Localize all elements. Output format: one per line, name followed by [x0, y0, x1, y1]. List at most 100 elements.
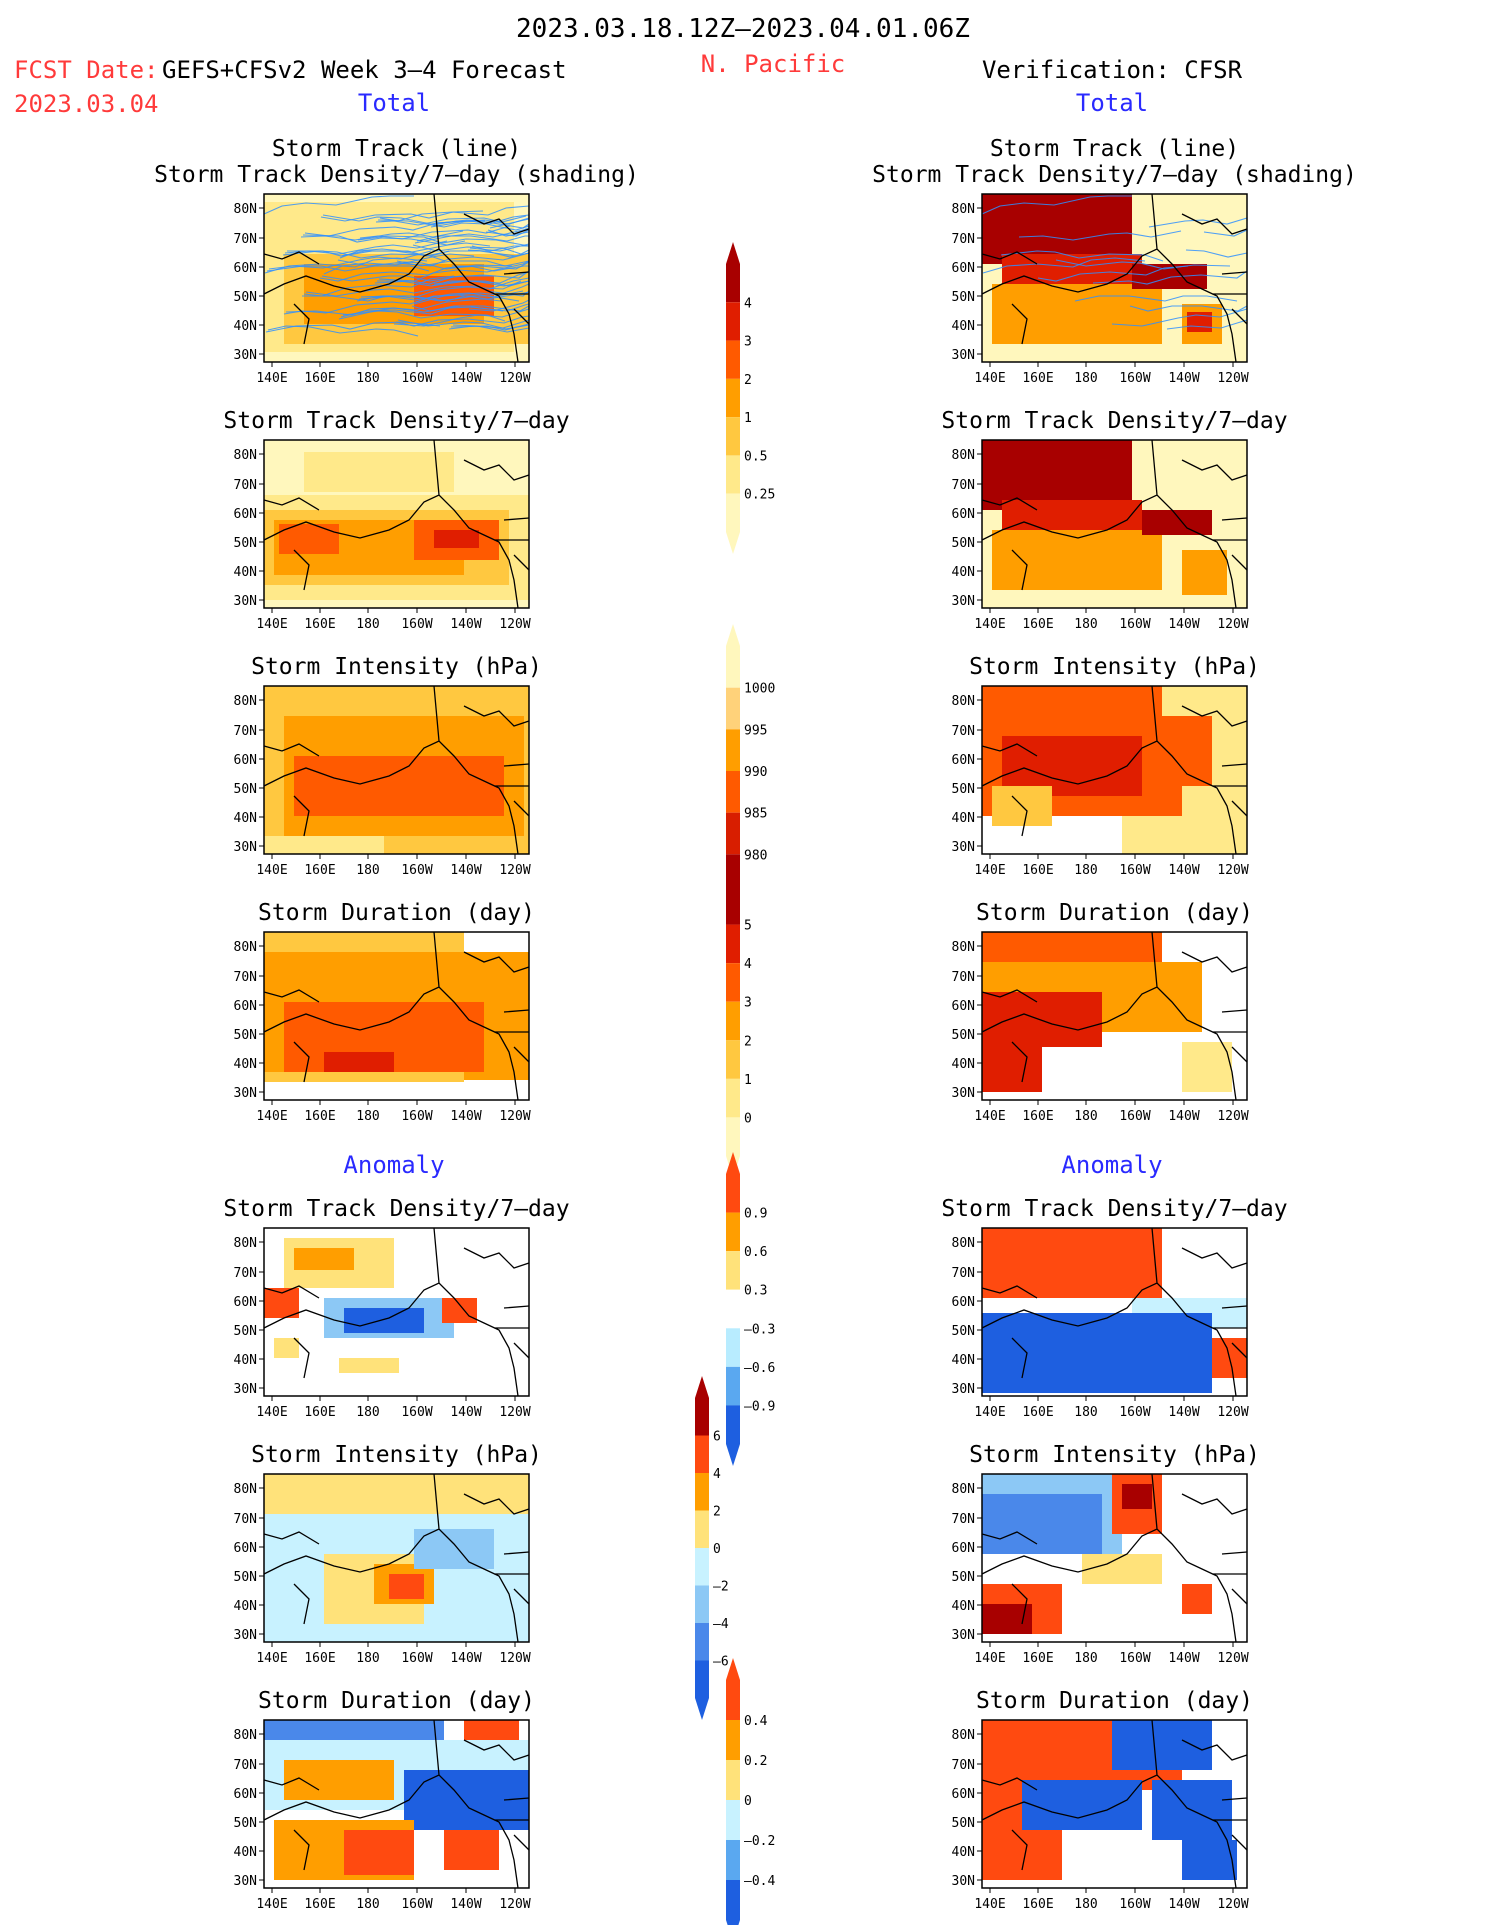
- lon-tick-label: 160E: [1022, 863, 1053, 878]
- panel-title: Storm Track Density/7–day (shading): [872, 162, 1357, 188]
- panel-frame: [263, 193, 530, 363]
- colorbar-swatch: [726, 1405, 740, 1466]
- colorbar-label: –0.2: [744, 1834, 775, 1849]
- coastline: [981, 1227, 1248, 1397]
- colorbar-swatch: [695, 1473, 709, 1511]
- colorbar-label: –0.3: [744, 1322, 775, 1337]
- colorbar-swatch: [726, 687, 740, 730]
- lon-tick-label: 140E: [974, 1109, 1005, 1124]
- shading-cell: [284, 1760, 394, 1800]
- lat-tick-label: 60N: [234, 753, 257, 768]
- colorbar-label: –6: [713, 1655, 729, 1670]
- colorbar-swatch: [695, 1623, 709, 1661]
- colorbar-density: 4 3 2 1 0.5 0.25: [726, 242, 775, 554]
- panel-title: Storm Track Density/7–day: [941, 408, 1287, 434]
- shading-cell: [339, 1358, 399, 1373]
- lat-tick-label: 80N: [234, 1728, 257, 1743]
- colorbar-swatch: [726, 1078, 740, 1118]
- lon-tick-label: 180: [356, 1405, 379, 1420]
- coastline: [263, 1473, 530, 1643]
- lat-tick-label: 30N: [952, 594, 975, 609]
- lat-tick-label: 40N: [952, 565, 975, 580]
- lat-tick-label: 30N: [234, 840, 257, 855]
- lat-tick-label: 40N: [952, 1353, 975, 1368]
- lat-tick-label: 30N: [234, 348, 257, 363]
- storm-track-line: [305, 285, 481, 297]
- shading-cell: [1112, 1720, 1212, 1770]
- lon-tick-label: 160E: [304, 1109, 335, 1124]
- lat-tick-label: 50N: [234, 290, 257, 305]
- lat-tick-label: 40N: [234, 565, 257, 580]
- map-panel-11: 80N 70N 60N 50N 40N 30N 140E 160E 180 160W 140W 120…: [952, 900, 1253, 1124]
- lat-tick-label: 70N: [952, 1266, 975, 1281]
- lat-tick-label: 60N: [952, 1541, 975, 1556]
- coastline: [981, 439, 1248, 609]
- colorbar-swatch: [726, 1720, 740, 1760]
- map-panel-10: 80N 70N 60N 50N 40N 30N 140E 160E 180 160W 140W 120…: [952, 654, 1260, 878]
- shading: [264, 1720, 529, 1880]
- colorbar-swatch: [726, 812, 740, 855]
- lat-tick-label: 60N: [234, 507, 257, 522]
- lat-tick-label: 30N: [234, 1086, 257, 1101]
- lon-tick-label: 140E: [256, 617, 287, 632]
- lat-tick-label: 70N: [234, 1512, 257, 1527]
- lon-tick-label: 140W: [1168, 1651, 1199, 1666]
- shading-cell: [982, 1032, 1042, 1092]
- colorbar-swatch: [726, 1366, 740, 1406]
- lat-tick-label: 60N: [234, 999, 257, 1014]
- map-panel-5: 80N 70N 60N 50N 40N 30N 140E 160E 180 160W 140W 120…: [223, 1196, 569, 1420]
- colorbar-duration-anomaly: 0.4 0.2 0 –0.2 –0.4: [726, 1658, 775, 1925]
- lon-tick-label: 140W: [1168, 863, 1199, 878]
- lon-tick-label: 140E: [974, 617, 1005, 632]
- lon-tick-label: 140W: [1168, 371, 1199, 386]
- storm-track-line: [1037, 265, 1189, 282]
- lat-tick-label: 70N: [234, 1758, 257, 1773]
- lon-tick-label: 160E: [1022, 371, 1053, 386]
- shading-cell: [264, 1720, 444, 1742]
- shading-cell: [1022, 1780, 1142, 1830]
- storm-track-line: [1074, 295, 1238, 302]
- lon-tick-label: 160E: [304, 617, 335, 632]
- panel-frame: [263, 1227, 530, 1397]
- lat-tick-label: 40N: [952, 811, 975, 826]
- colorbar-label: –0.9: [744, 1399, 775, 1414]
- colorbar-label: –2: [713, 1580, 729, 1595]
- lon-tick-label: 180: [1074, 617, 1097, 632]
- lon-tick-label: 180: [356, 617, 379, 632]
- colorbar-swatch: [726, 1328, 740, 1367]
- right-total-label: Total: [1076, 89, 1148, 117]
- map-panel-7: 80N 70N 60N 50N 40N 30N 140E 160E 180 160W 140W 120…: [234, 1688, 535, 1912]
- panel-frame: [981, 1719, 1248, 1889]
- lat-tick-label: 40N: [234, 1845, 257, 1860]
- colorbar-swatch: [726, 417, 740, 456]
- coastline: [263, 685, 530, 855]
- lon-tick-label: 140W: [1168, 617, 1199, 632]
- lat-tick-label: 50N: [952, 290, 975, 305]
- left-total-label: Total: [358, 89, 430, 117]
- panel-title: Storm Track Density/7–day: [223, 1196, 569, 1222]
- map-panel-6: 80N 70N 60N 50N 40N 30N 140E 160E 180 160W 140W 120…: [234, 1442, 542, 1666]
- colorbar-swatch: [695, 1376, 709, 1436]
- lat-tick-label: 70N: [234, 232, 257, 247]
- right-anomaly-label: Anomaly: [1061, 1151, 1162, 1179]
- shading: [982, 194, 1247, 362]
- lon-tick-label: 140E: [256, 1651, 287, 1666]
- map-panel-2: 80N 70N 60N 50N 40N 30N 140E 160E 180 160W 140W 120…: [223, 408, 569, 632]
- verification-title: Verification: CFSR: [982, 56, 1243, 84]
- coastline: [263, 931, 530, 1101]
- lat-tick-label: 60N: [952, 507, 975, 522]
- lon-tick-label: 120W: [499, 1109, 530, 1124]
- shading: [982, 1720, 1237, 1880]
- storm-track-line: [319, 265, 471, 282]
- lat-tick-label: 70N: [234, 1266, 257, 1281]
- shading: [982, 686, 1247, 854]
- colorbar-swatch: [726, 771, 740, 813]
- colorbar-intensity-anomaly: 6 4 2 0 –2 –4 –6: [695, 1376, 729, 1720]
- colorbar-label: 2: [744, 1034, 752, 1049]
- lon-tick-label: 160E: [1022, 1651, 1053, 1666]
- lon-tick-label: 160W: [401, 863, 432, 878]
- map-panel-1: 80N 70N 60N 50N 40N 30N 140E 160E 180 160W 140W 120…: [154, 136, 639, 386]
- lat-tick-label: 80N: [952, 694, 975, 709]
- lon-tick-label: 120W: [1217, 617, 1248, 632]
